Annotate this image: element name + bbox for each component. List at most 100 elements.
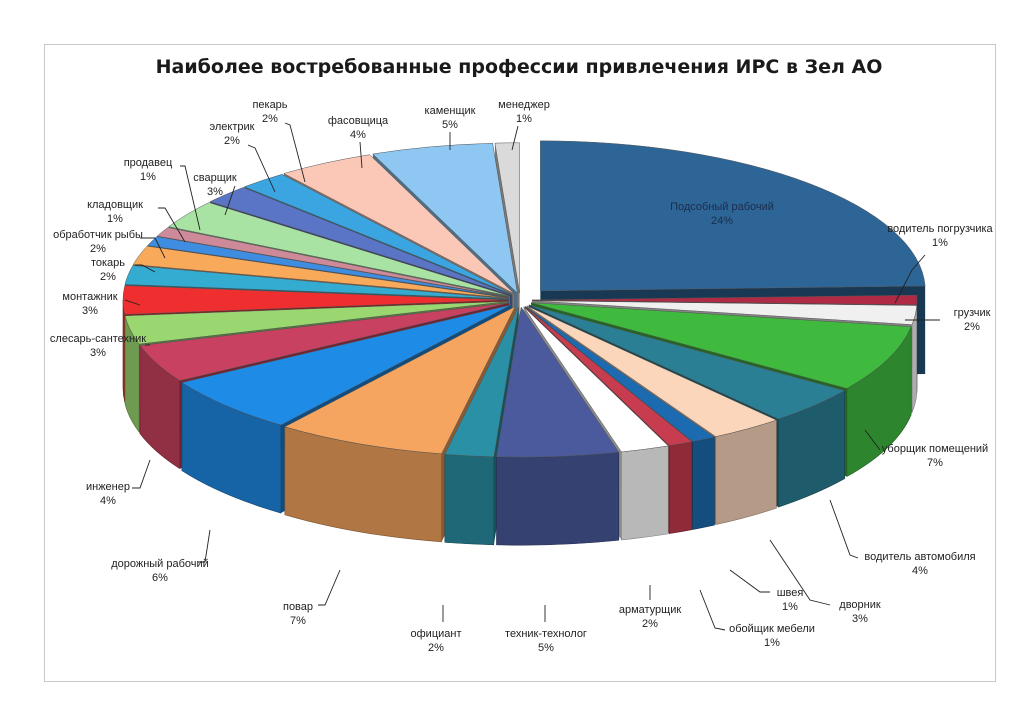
slice-label: электрик <box>210 121 255 133</box>
slice-label: обойщик мебели <box>729 623 815 635</box>
slice-value-label: 2% <box>224 135 240 147</box>
pie-slice <box>284 306 516 455</box>
slice-value-label: 1% <box>516 113 532 125</box>
leader-line <box>247 144 276 193</box>
pie-slice <box>444 307 519 458</box>
slice-label: каменщик <box>425 105 476 117</box>
leader-line <box>158 207 186 243</box>
leader-line <box>729 569 770 593</box>
pie-slice <box>494 142 520 293</box>
leader-line <box>198 529 211 563</box>
slice-value-label: 3% <box>852 613 868 625</box>
slice-value-label: 6% <box>152 572 168 584</box>
leader-line <box>318 569 341 606</box>
slice-value-label: 2% <box>100 271 116 283</box>
slice-label: дворник <box>839 599 881 611</box>
pie-slice-side <box>692 436 715 530</box>
leader-line <box>224 185 236 216</box>
pie-slice-side <box>444 454 495 546</box>
pie-slice-side <box>496 451 620 546</box>
leader-line <box>135 264 156 273</box>
chart-title: Наиболее востребованные профессии привле… <box>155 56 883 78</box>
slice-label: грузчик <box>954 307 991 319</box>
slice-value-label: 1% <box>932 237 948 249</box>
slice-label: повар <box>283 601 313 613</box>
slice-value-label: 3% <box>207 186 223 198</box>
leader-line <box>699 589 726 631</box>
slice-label: официант <box>411 628 462 640</box>
slice-value-label: 5% <box>442 119 458 131</box>
pie-slice <box>525 306 716 442</box>
pie-slice <box>243 174 513 295</box>
leader-line <box>511 125 519 151</box>
slice-label: токарь <box>91 257 125 269</box>
slice-label: водитель автомобиля <box>864 551 975 563</box>
slice-label: слесарь-сантехник <box>50 333 146 345</box>
pie-slice <box>168 202 511 297</box>
slice-value-label: 2% <box>642 618 658 630</box>
slice-value-label: 2% <box>428 642 444 654</box>
slice-value-label: 2% <box>262 113 278 125</box>
pie-slice <box>124 301 509 345</box>
slice-label: водитель погрузчика <box>887 223 993 235</box>
slice-value-label: 4% <box>350 129 366 141</box>
pie-slice <box>524 306 693 446</box>
pie-slice <box>528 304 846 420</box>
slice-value-label: 5% <box>538 642 554 654</box>
pie-slice <box>132 245 509 299</box>
pie-slice <box>283 154 515 294</box>
leader-line <box>359 141 363 169</box>
slice-label: сварщик <box>193 172 237 184</box>
slice-value-label: 1% <box>782 601 798 613</box>
slice-value-label: 4% <box>912 565 928 577</box>
slice-value-label: 2% <box>90 243 106 255</box>
pie-slice-side <box>621 445 669 541</box>
slice-value-label: 4% <box>100 495 116 507</box>
pie-slice <box>209 187 512 296</box>
leader-line <box>284 122 306 183</box>
pie-slice-side <box>669 441 693 534</box>
slice-label: дорожный рабочий <box>111 558 209 570</box>
slice-label: швея <box>777 587 804 599</box>
pie-slice <box>531 302 912 389</box>
leader-line <box>894 254 926 304</box>
slice-value-label: 3% <box>82 305 98 317</box>
slice-label: уборщик помещений <box>882 443 988 455</box>
leader-line <box>132 459 151 489</box>
pie-slice <box>139 302 510 381</box>
pie-slice <box>526 305 778 437</box>
pie-slice-side <box>715 419 777 525</box>
slice-value-label: 7% <box>927 457 943 469</box>
pie-slice <box>531 300 918 325</box>
pie-slice <box>147 236 509 298</box>
pie-slice <box>523 306 669 453</box>
pie-slice <box>122 285 509 315</box>
slice-label: техник-технолог <box>505 628 587 640</box>
slice-value-label: 7% <box>290 615 306 627</box>
pie-slice-side <box>122 299 126 403</box>
slice-label: монтажник <box>62 291 117 303</box>
slice-label: менеджер <box>498 99 550 111</box>
slice-value-label: 2% <box>964 321 980 333</box>
pie-slice <box>531 294 918 306</box>
leader-line <box>140 237 166 259</box>
slice-value-label: 3% <box>90 347 106 359</box>
slice-value-label: 24% <box>711 215 733 227</box>
slice-label: Подсобный рабочий <box>670 201 774 213</box>
slice-label: обработчик рыбы <box>53 229 143 241</box>
pie-slice <box>156 227 510 298</box>
pie-slice <box>372 143 518 294</box>
leader-line <box>829 499 859 559</box>
slice-label: инженер <box>86 481 130 493</box>
slice-label: фасовщица <box>328 115 389 127</box>
leader-line <box>180 165 201 231</box>
slice-label: пекарь <box>252 99 287 111</box>
slice-value-label: 1% <box>107 213 123 225</box>
leader-line <box>769 539 831 606</box>
pie-slice <box>540 140 926 292</box>
slice-value-label: 1% <box>764 637 780 649</box>
slice-label: кладовщик <box>87 199 143 211</box>
slice-value-label: 1% <box>140 171 156 183</box>
pie-slice <box>496 306 620 458</box>
